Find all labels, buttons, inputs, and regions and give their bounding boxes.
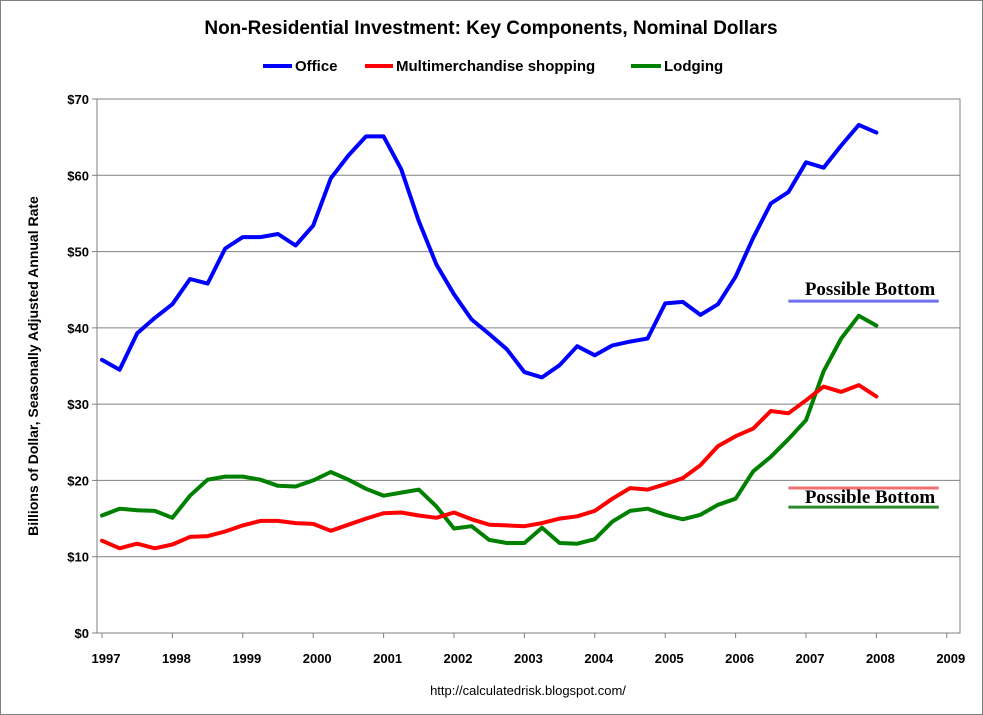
x-tick-label: 2008 [866, 651, 895, 666]
y-tick-label: $50 [67, 245, 89, 260]
legend: Office Multimerchandise shopping Lodging [263, 58, 723, 75]
y-axis-ticks: $0 $10 $20 $30 $40 $50 $60 $70 [67, 92, 97, 641]
y-tick-label: $40 [67, 321, 89, 336]
annotations: Possible Bottom Possible Bottom [788, 279, 939, 509]
source-credit: http://calculatedrisk.blogspot.com/ [430, 683, 626, 698]
y-tick-label: $70 [67, 92, 89, 107]
office-possible-bottom-label: Possible Bottom [805, 279, 936, 300]
x-tick-label: 2004 [584, 651, 614, 666]
series-lines [100, 122, 879, 551]
y-tick-label: $10 [67, 550, 89, 565]
y-tick-label: $60 [67, 168, 89, 183]
lodging-possible-bottom-label: Possible Bottom [805, 487, 936, 508]
x-axis-ticks: 1997 1998 1999 2000 2001 2002 2003 2004 2005 2006… [92, 633, 965, 666]
x-tick-label: 1997 [92, 651, 121, 666]
x-tick-label: 2007 [796, 651, 825, 666]
y-axis-label: Billions of Dollar, Seasonally Adjusted … [25, 196, 41, 536]
x-tick-label: 2000 [303, 651, 332, 666]
legend-label-lodging: Lodging [664, 58, 723, 75]
x-tick-label: 2006 [725, 651, 754, 666]
x-tick-label: 1998 [162, 651, 191, 666]
y-tick-label: $30 [67, 397, 89, 412]
multimerchandise-shopping-line [100, 383, 879, 551]
legend-label-office: Office [295, 58, 338, 75]
x-tick-label: 2002 [444, 651, 473, 666]
legend-label-multimerchandise: Multimerchandise shopping [396, 58, 595, 75]
y-tick-label: $20 [67, 473, 89, 488]
y-tick-label: $0 [75, 626, 89, 641]
x-tick-label: 2005 [655, 651, 684, 666]
lodging-line [100, 313, 879, 546]
x-tick-label: 2003 [514, 651, 543, 666]
plot-area [96, 98, 961, 634]
chart-title: Non-Residential Investment: Key Componen… [204, 18, 777, 39]
x-tick-label: 1999 [232, 651, 261, 666]
office-line [100, 122, 879, 380]
x-tick-label: 2009 [936, 651, 965, 666]
x-tick-label: 2001 [373, 651, 402, 666]
gridlines [97, 98, 960, 558]
